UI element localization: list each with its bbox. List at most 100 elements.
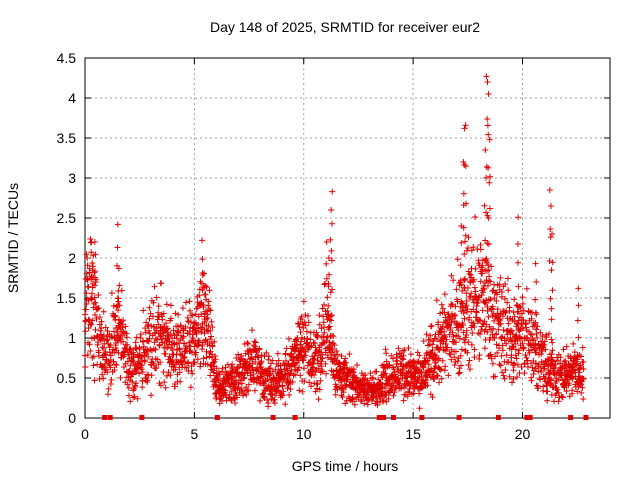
data-point <box>396 378 403 385</box>
data-point <box>535 368 542 375</box>
data-point <box>520 344 527 351</box>
data-point <box>209 342 216 349</box>
data-point <box>558 369 565 376</box>
data-point <box>296 387 303 394</box>
data-point <box>315 396 322 403</box>
data-point <box>522 351 529 358</box>
data-point <box>521 361 528 368</box>
data-point <box>304 362 311 369</box>
data-point <box>460 307 467 314</box>
baseline-markers <box>102 415 589 420</box>
data-point <box>458 300 465 307</box>
data-point <box>123 334 130 341</box>
data-point <box>549 231 556 237</box>
data-point <box>203 316 210 323</box>
data-point <box>499 342 506 349</box>
data-point <box>98 318 105 325</box>
data-point <box>460 322 467 329</box>
data-point <box>417 368 424 375</box>
data-point <box>390 364 397 371</box>
data-point <box>304 339 311 346</box>
data-point <box>148 322 155 329</box>
data-point <box>340 389 347 396</box>
data-point <box>150 299 157 306</box>
data-point <box>90 362 97 369</box>
data-point <box>522 321 529 328</box>
data-point <box>490 325 497 332</box>
data-point <box>381 385 388 392</box>
data-point <box>324 354 331 361</box>
data-point <box>82 306 89 313</box>
data-point <box>238 380 245 387</box>
data-point <box>580 365 587 372</box>
data-point <box>204 361 211 368</box>
data-point <box>271 400 278 407</box>
data-point <box>84 352 91 359</box>
data-point <box>157 359 164 366</box>
data-point <box>179 305 186 312</box>
data-point <box>158 336 165 343</box>
data-point <box>449 329 456 336</box>
data-point <box>201 310 208 317</box>
data-point <box>429 347 436 354</box>
data-point <box>529 331 536 338</box>
data-point <box>163 320 170 327</box>
data-point <box>538 369 545 376</box>
data-point <box>286 363 293 370</box>
data-point <box>86 341 93 348</box>
data-point <box>549 287 556 294</box>
data-point <box>492 353 499 360</box>
data-point <box>226 391 233 398</box>
data-point <box>488 355 495 362</box>
data-point <box>200 355 207 362</box>
data-point <box>163 326 170 333</box>
data-point <box>502 281 509 288</box>
data-point <box>211 358 218 365</box>
data-point <box>463 302 470 309</box>
data-point <box>138 366 145 373</box>
data-point <box>566 380 573 387</box>
data-point <box>196 338 203 345</box>
data-point <box>85 325 92 332</box>
data-point <box>88 320 95 327</box>
x-tick-label: 0 <box>81 426 89 442</box>
data-point <box>450 277 457 284</box>
data-point <box>294 342 301 349</box>
data-point <box>504 299 511 306</box>
data-point <box>438 301 445 308</box>
data-point <box>435 355 442 362</box>
data-point <box>575 302 582 309</box>
data-point <box>500 326 507 333</box>
data-point <box>339 385 346 392</box>
x-tick-label: 10 <box>296 426 312 442</box>
data-point <box>448 319 455 326</box>
data-point <box>284 385 291 392</box>
data-point <box>244 387 251 394</box>
data-point <box>434 372 441 379</box>
data-point <box>205 302 212 309</box>
data-point <box>489 303 496 310</box>
data-point <box>577 364 584 371</box>
data-point <box>298 313 305 320</box>
data-point <box>400 352 407 359</box>
data-point <box>397 360 404 367</box>
data-point <box>245 340 252 347</box>
data-point <box>316 312 323 319</box>
data-point <box>195 342 202 349</box>
data-point <box>114 221 121 228</box>
data-point <box>283 345 290 352</box>
data-point <box>124 341 131 348</box>
data-point <box>512 346 519 353</box>
data-point <box>538 351 545 358</box>
data-point <box>477 330 484 337</box>
data-point <box>238 352 245 359</box>
data-point <box>546 330 553 337</box>
data-point <box>280 388 287 395</box>
data-point <box>484 329 491 336</box>
data-point <box>87 239 94 246</box>
data-point <box>482 237 489 244</box>
data-point <box>544 388 551 395</box>
data-point <box>411 362 418 369</box>
data-point <box>515 350 522 357</box>
data-point <box>207 327 214 334</box>
